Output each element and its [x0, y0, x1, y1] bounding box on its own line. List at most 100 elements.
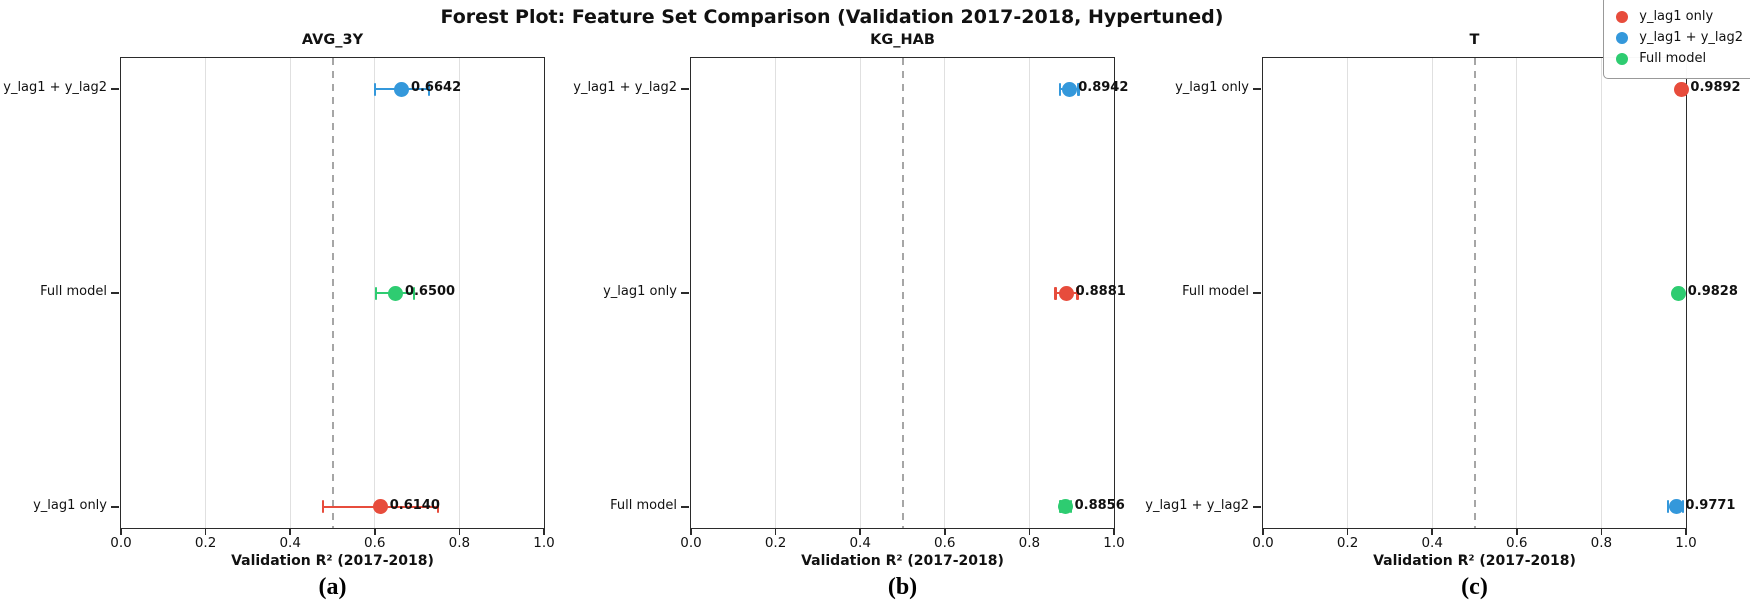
data-point-marker [394, 81, 410, 97]
y-tick [681, 506, 690, 508]
legend-item-label: y_lag1 only [1639, 9, 1714, 24]
panel-title: AVG_3Y [301, 32, 364, 48]
x-tick-label: 0.0 [110, 535, 132, 551]
error-bar-cap [1076, 286, 1079, 300]
panel-caption: (c) [1461, 574, 1488, 600]
legend-marker-red-icon [1616, 10, 1629, 23]
y-tick [111, 506, 120, 508]
data-point-marker [1668, 499, 1684, 515]
error-bar-cap [1054, 286, 1057, 300]
legend-marker-blue-icon [1616, 31, 1629, 44]
panel-kg_hab: KG_HAB y_lag1 + y_lag2 0.8942 y_lag1 only 0.… [573, 32, 1128, 600]
x-axis-label: Validation R² (2017-2018) [1373, 553, 1576, 569]
x-tick [690, 528, 692, 535]
data-point-marker [1671, 285, 1687, 301]
x-tick [1600, 528, 1603, 535]
x-tick-label: 0.4 [1421, 535, 1443, 551]
error-bar-cap [374, 286, 378, 300]
data-point-marker [1673, 81, 1689, 97]
error-bar-cap [1666, 500, 1670, 514]
value-label: 0.6140 [389, 497, 440, 513]
error-bar-cap [436, 500, 440, 514]
legend: y_lag1 only y_lag1 + y_lag2 Full model [1603, 0, 1750, 79]
x-tick [543, 528, 545, 535]
error-bar-cap [427, 82, 431, 96]
legend-item-full-model: Full model [1616, 48, 1743, 69]
y-tick [111, 88, 120, 90]
panel-caption: (a) [318, 574, 347, 600]
value-label: 0.8881 [1075, 284, 1126, 299]
category-label: y_lag1 + y_lag2 [1145, 497, 1249, 513]
gridline [944, 58, 946, 528]
gridline [1516, 58, 1518, 528]
x-tick-label: 0.2 [764, 535, 787, 551]
x-tick [374, 528, 376, 535]
legend-item-label: Full model [1639, 51, 1707, 66]
gridline [774, 58, 777, 528]
value-label: 0.6500 [404, 284, 456, 299]
y-tick [681, 88, 690, 90]
data-point-marker [1061, 81, 1077, 97]
x-tick-label: 0.0 [680, 535, 702, 551]
error-bar-cap [412, 286, 416, 300]
value-label: 0.8856 [1074, 497, 1125, 513]
data-point-marker [388, 285, 404, 301]
x-tick [944, 528, 946, 535]
panel-title: T [1469, 32, 1480, 48]
category-label: Full model [1182, 284, 1249, 299]
x-tick [1028, 528, 1031, 535]
value-label: 0.9892 [1690, 80, 1741, 96]
x-tick-label: 0.6 [1506, 535, 1528, 551]
gridline [1431, 58, 1433, 528]
x-tick [120, 528, 122, 535]
panel-title: KG_HAB [870, 32, 935, 48]
category-label: y_lag1 + y_lag2 [3, 80, 107, 96]
x-tick [204, 528, 207, 535]
gridline [1028, 58, 1031, 528]
data-point-marker [1058, 499, 1074, 515]
x-tick-label: 1.0 [1103, 535, 1125, 551]
legend-item-label: y_lag1 + y_lag2 [1639, 30, 1743, 45]
x-tick [1516, 528, 1518, 535]
category-label: Full model [40, 284, 107, 299]
gridline [204, 58, 207, 528]
value-label: 0.9828 [1687, 284, 1738, 299]
legend-item-y-lag1-only: y_lag1 only [1616, 6, 1743, 27]
error-bar-cap [321, 500, 325, 514]
gridline [289, 58, 291, 528]
x-tick [289, 528, 291, 535]
x-tick-label: 0.0 [1252, 535, 1274, 551]
data-point-marker [373, 499, 389, 515]
y-tick [1253, 506, 1262, 508]
x-axis-label: Validation R² (2017-2018) [801, 553, 1004, 569]
x-tick-label: 0.4 [279, 535, 301, 551]
reference-line-0-5 [331, 58, 334, 528]
x-tick-label: 0.2 [1336, 535, 1359, 551]
x-tick [1431, 528, 1433, 535]
data-point-marker [1059, 285, 1075, 301]
category-label: y_lag1 + y_lag2 [573, 80, 677, 96]
category-label: Full model [610, 497, 677, 513]
x-tick-label: 0.4 [849, 535, 871, 551]
gridline [1600, 58, 1603, 528]
x-tick-label: 1.0 [533, 535, 555, 551]
y-tick [1253, 88, 1262, 90]
error-bar-cap [1077, 82, 1080, 96]
x-tick [1685, 528, 1687, 535]
reference-line-0-5 [901, 58, 904, 528]
x-tick [774, 528, 777, 535]
value-label: 0.9771 [1685, 497, 1736, 513]
y-tick [1253, 292, 1262, 294]
value-label: 0.8942 [1078, 80, 1129, 96]
x-tick-label: 0.2 [194, 535, 217, 551]
x-tick [458, 528, 461, 535]
figure-title: Forest Plot: Feature Set Comparison (Val… [440, 6, 1224, 28]
x-tick-label: 0.8 [448, 535, 471, 551]
reference-line-0-5 [1473, 58, 1476, 528]
panel-avg_3y: AVG_3Y y_lag1 + y_lag2 0.6642 Full model 0.6… [3, 32, 554, 600]
x-tick-label: 0.6 [364, 535, 386, 551]
gridline [458, 58, 461, 528]
value-label: 0.6642 [410, 80, 462, 96]
x-axis-label: Validation R² (2017-2018) [231, 553, 434, 569]
